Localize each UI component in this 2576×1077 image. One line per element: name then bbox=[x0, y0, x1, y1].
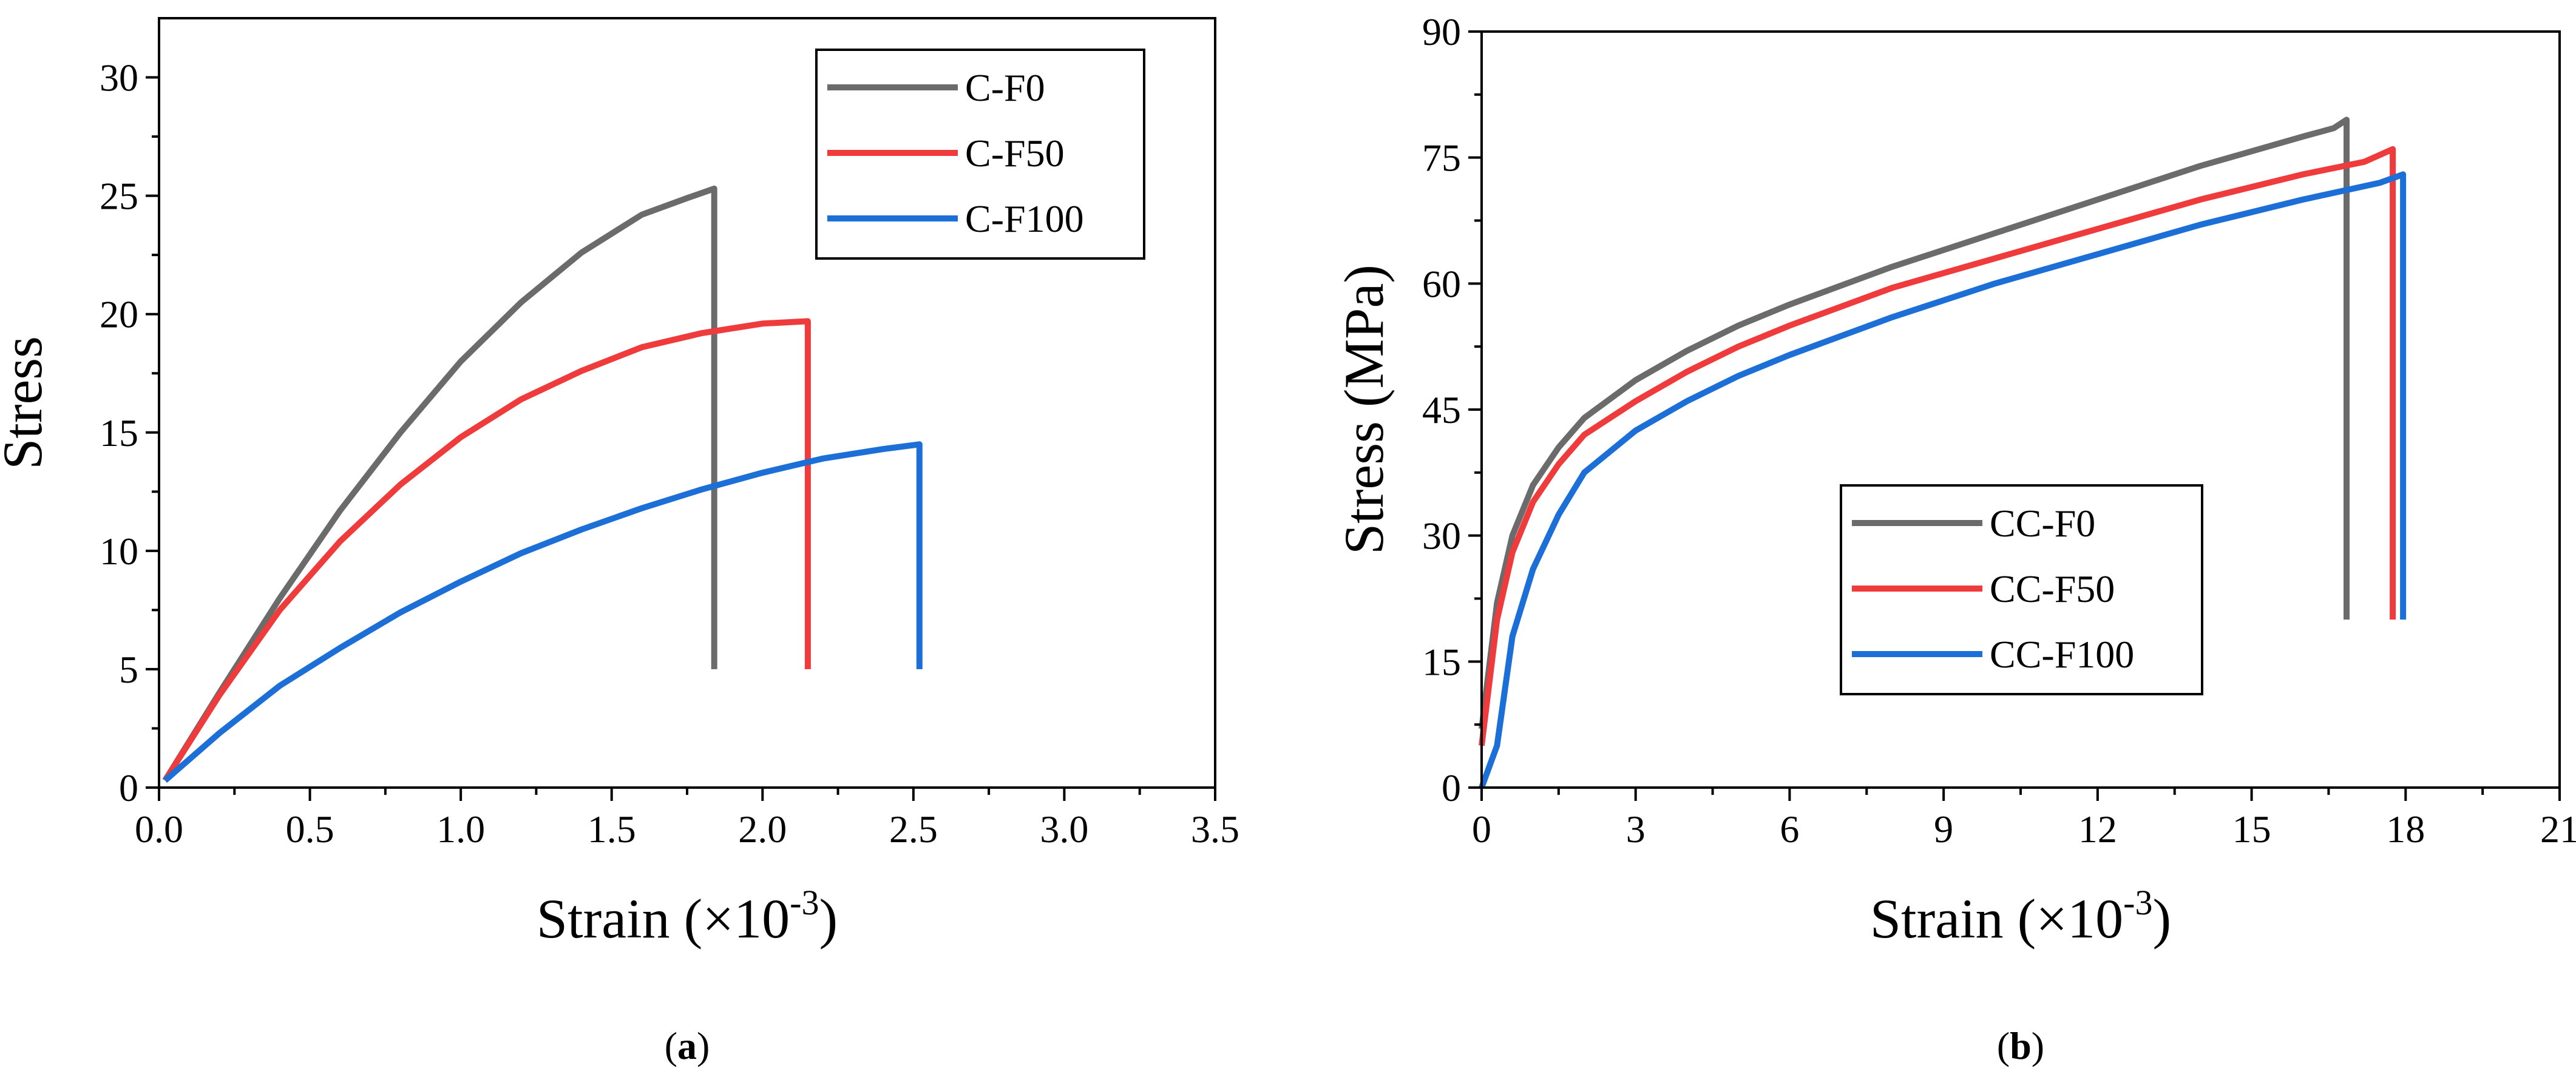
y-tick-label: 45 bbox=[1422, 388, 1461, 431]
y-tick-label: 15 bbox=[1422, 640, 1461, 683]
legend-label: CC-F0 bbox=[1990, 502, 2095, 545]
legend-label: C-F100 bbox=[965, 197, 1084, 240]
y-tick-label: 15 bbox=[100, 411, 138, 454]
series-line-c-f100 bbox=[163, 441, 923, 783]
x-tick-label: 1.0 bbox=[436, 808, 485, 851]
x-tick-label: 6 bbox=[1780, 808, 1799, 851]
y-axis-title: Stress (MPa) bbox=[1333, 265, 1395, 555]
x-axis-title: Strain (×10-3) bbox=[1870, 883, 2171, 950]
series-line-cc-f100 bbox=[1479, 171, 2407, 789]
x-tick-label: 0.0 bbox=[135, 808, 183, 851]
series-line-c-f0 bbox=[162, 185, 717, 782]
caption-open-paren: ( bbox=[1997, 1024, 2010, 1067]
series-line-cc-f50 bbox=[1479, 146, 2396, 746]
x-axis-title: Strain (×10-3) bbox=[537, 883, 838, 950]
x-tick-label: 12 bbox=[2078, 808, 2117, 851]
y-tick-label: 20 bbox=[100, 293, 138, 336]
x-tick-label: 21 bbox=[2540, 808, 2576, 851]
series-line-cc-f0 bbox=[1479, 116, 2350, 729]
caption-letter: a bbox=[677, 1024, 697, 1067]
x-tick-label: 2.0 bbox=[738, 808, 787, 851]
legend-label: C-F0 bbox=[965, 66, 1045, 109]
legend-label: CC-F50 bbox=[1990, 567, 2115, 610]
x-tick-label: 15 bbox=[2232, 808, 2271, 851]
x-tick-label: 0.5 bbox=[286, 808, 334, 851]
x-tick-label: 3.0 bbox=[1040, 808, 1088, 851]
y-tick-label: 30 bbox=[100, 56, 138, 100]
caption-close-paren: ) bbox=[2032, 1024, 2044, 1067]
panel-caption: (a) bbox=[665, 1024, 710, 1067]
legend-label: CC-F100 bbox=[1990, 633, 2134, 676]
x-tick-label: 3 bbox=[1626, 808, 1646, 851]
y-axis-title: Stress bbox=[0, 336, 53, 470]
y-tick-label: 90 bbox=[1422, 10, 1461, 53]
x-axis-title-main: Strain (×10 bbox=[1870, 888, 2123, 950]
y-tick-label: 30 bbox=[1422, 515, 1461, 558]
x-tick-label: 18 bbox=[2386, 808, 2425, 851]
series-line-c-f50 bbox=[162, 318, 811, 782]
caption-open-paren: ( bbox=[665, 1024, 677, 1067]
y-tick-label: 0 bbox=[119, 766, 138, 809]
caption-letter: b bbox=[2010, 1024, 2032, 1067]
x-axis-title-superscript: -3 bbox=[2123, 883, 2152, 922]
x-tick-label: 9 bbox=[1934, 808, 1953, 851]
x-axis-title-end: ) bbox=[2152, 888, 2171, 950]
y-tick-label: 5 bbox=[119, 648, 138, 691]
panel-caption: (b) bbox=[1997, 1024, 2044, 1067]
chart-panel-a: 0.0 0.5 1.0 1.5 2.0 2.5 3.0 3.5 0 5 10 15 20 25 30 Stra… bbox=[0, 17, 1239, 1067]
x-tick-label: 1.5 bbox=[588, 808, 636, 851]
y-tick-label: 0 bbox=[1442, 766, 1461, 809]
x-axis-title-end: ) bbox=[819, 888, 838, 950]
x-axis-title-main: Strain (×10 bbox=[537, 888, 790, 950]
y-tick-label: 75 bbox=[1422, 137, 1461, 180]
x-tick-label: 3.5 bbox=[1191, 808, 1239, 851]
legend-label: C-F50 bbox=[965, 132, 1065, 175]
caption-close-paren: ) bbox=[697, 1024, 710, 1067]
x-tick-label: 2.5 bbox=[889, 808, 938, 851]
x-tick-label: 0 bbox=[1472, 808, 1491, 851]
y-tick-label: 10 bbox=[100, 530, 138, 573]
x-axis-title-superscript: -3 bbox=[790, 883, 819, 922]
y-tick-label: 25 bbox=[100, 175, 138, 218]
y-tick-label: 60 bbox=[1422, 262, 1461, 305]
